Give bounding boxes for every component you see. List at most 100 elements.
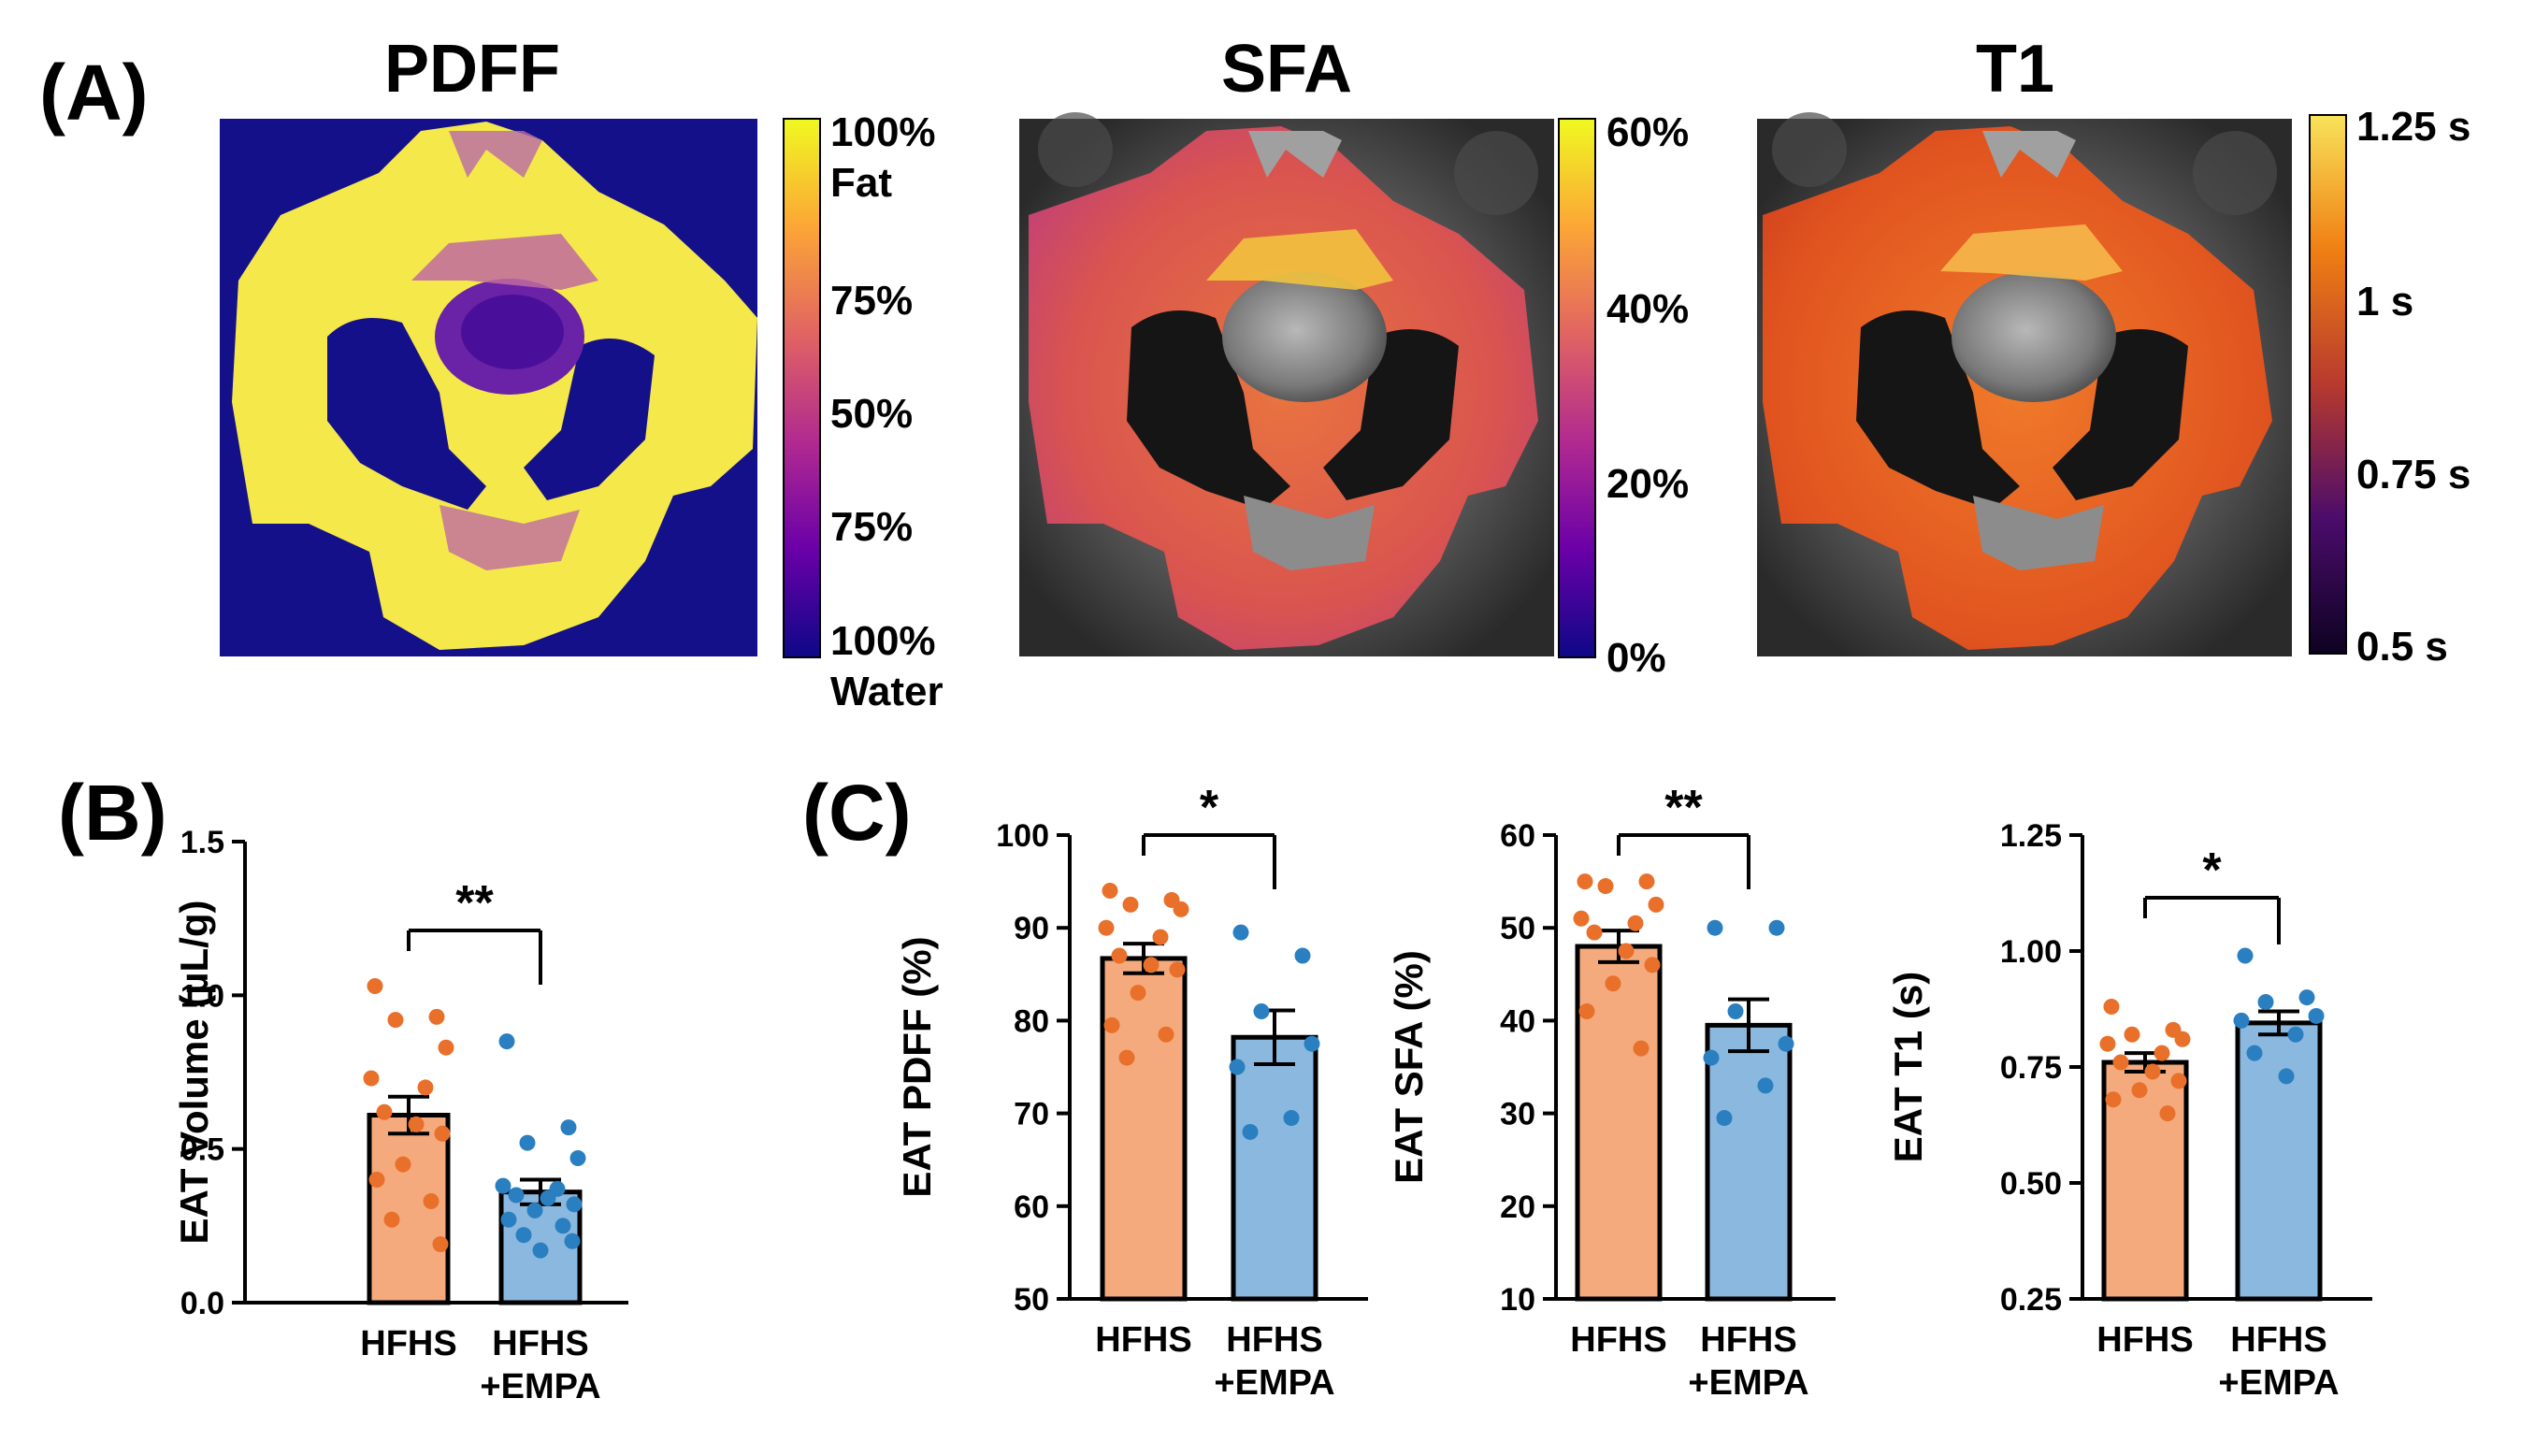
data-point (1294, 947, 1311, 964)
pdff-tick-50: 50% (830, 391, 913, 437)
bar (1231, 1034, 1318, 1302)
data-point (1103, 1016, 1120, 1033)
y-tick-label: 60 (1014, 1189, 1049, 1225)
data-point (2308, 1007, 2325, 1024)
data-point (1703, 1049, 1720, 1066)
pdff-tick-fat-label: Fat (830, 160, 892, 206)
y-axis-label: EAT PDFF (%) (895, 936, 939, 1197)
x-category-label: +EMPA (1688, 1363, 1808, 1403)
t1-tick-125: 1.25 s (2356, 104, 2471, 150)
data-point (1605, 975, 1621, 992)
data-point (532, 1242, 549, 1259)
bar (1705, 1022, 1793, 1302)
data-point (500, 1211, 517, 1228)
bar (1575, 944, 1663, 1302)
data-point (2287, 1026, 2304, 1043)
data-point (395, 1156, 411, 1173)
y-tick-label: 20 (1500, 1189, 1535, 1225)
data-point (1644, 957, 1661, 973)
data-point (2144, 1063, 2161, 1080)
data-point (1304, 1035, 1320, 1052)
eat-volume-chart: 0.0 0.5 1.0 1.5 EAT Volume (µL/g) HFHS HFHS +EM… (172, 825, 628, 1406)
data-point (1169, 961, 1186, 978)
data-point (387, 1012, 404, 1029)
t1-map-title: T1 (1976, 32, 2054, 107)
data-point (1152, 929, 1169, 945)
data-point (1577, 873, 1593, 890)
t1-tick-075: 0.75 s (2356, 452, 2471, 497)
data-point (1242, 1123, 1259, 1140)
data-point (1727, 1002, 1744, 1019)
y-tick-label: 0.25 (2000, 1282, 2062, 1318)
significance-marker: * (1200, 781, 1219, 835)
significance-marker: ** (1664, 781, 1703, 835)
data-point (1173, 901, 1189, 917)
data-point (508, 1187, 525, 1204)
y-tick-label: 10 (1500, 1282, 1535, 1318)
data-point (1283, 1110, 1300, 1127)
data-point (1143, 957, 1160, 973)
pdff-tick-100fat: 100% (830, 109, 936, 155)
data-point (423, 1193, 439, 1210)
x-category-label: +EMPA (1214, 1363, 1334, 1403)
x-category-label: HFHS (2230, 1320, 2327, 1360)
data-point (1098, 919, 1115, 936)
sfa-colorbar-ticks: 60% 40% 20% 0% (1606, 109, 1689, 681)
x-category-label: HFHS (492, 1324, 588, 1363)
data-point (1627, 915, 1644, 931)
data-point (376, 1103, 393, 1120)
data-point (1597, 878, 1614, 895)
t1-tick-05: 0.5 s (2356, 624, 2448, 670)
t1-colorbar-ticks: 1.25 s 1 s 0.75 s 0.5 s (2356, 104, 2471, 670)
data-point (367, 977, 383, 994)
data-point (408, 1116, 425, 1132)
data-point (515, 1227, 532, 1244)
sfa-tick-20: 20% (1606, 461, 1689, 507)
y-tick-label: 80 (1014, 1003, 1049, 1039)
data-point (498, 1033, 515, 1050)
data-point (2298, 989, 2315, 1006)
data-point (434, 1125, 451, 1142)
sfa-colorbar (1558, 118, 1596, 658)
y-tick-label: 1.25 (2000, 818, 2062, 854)
data-point (1229, 1059, 1246, 1075)
y-tick-label: 100 (996, 818, 1049, 854)
data-point (1618, 943, 1635, 959)
sfa-map: SFA 60% 40% 20% 0% (1019, 32, 1689, 681)
data-point (1633, 1040, 1649, 1057)
y-tick-label: 40 (1500, 1003, 1535, 1039)
pdff-map: PDFF 100% Fat 75% 50% 75% 100% Water (220, 32, 944, 714)
data-point (428, 1008, 445, 1025)
data-point (495, 1177, 511, 1194)
data-point (1578, 1002, 1595, 1019)
data-point (1573, 910, 1590, 927)
pdff-map-title: PDFF (384, 32, 560, 107)
y-tick-label: 0.0 (180, 1286, 224, 1321)
x-category-label: HFHS (1700, 1320, 1796, 1360)
data-point (1158, 1026, 1174, 1043)
pdff-image (220, 119, 757, 656)
data-point (519, 1134, 536, 1151)
data-point (1118, 1049, 1135, 1066)
panel-c-label: (C) (802, 769, 912, 857)
sfa-tick-40: 40% (1606, 286, 1689, 332)
data-point (2278, 1068, 2295, 1085)
data-point (1130, 985, 1146, 1002)
data-point (1102, 883, 1118, 900)
data-point (566, 1196, 583, 1213)
pdff-colorbar-ticks: 100% Fat 75% 50% 75% 100% Water (830, 109, 944, 714)
y-tick-label: 1.0 (180, 978, 224, 1014)
y-tick-label: 50 (1014, 1282, 1049, 1318)
y-tick-label: 0.5 (180, 1132, 224, 1168)
data-point (560, 1119, 577, 1136)
data-point (564, 1233, 581, 1249)
sfa-tick-60: 60% (1606, 109, 1689, 155)
data-point (2124, 1026, 2140, 1043)
data-point (1757, 1077, 1774, 1094)
data-point (1111, 947, 1128, 964)
data-point (526, 1202, 543, 1218)
y-axis-label: EAT SFA (%) (1387, 950, 1431, 1184)
